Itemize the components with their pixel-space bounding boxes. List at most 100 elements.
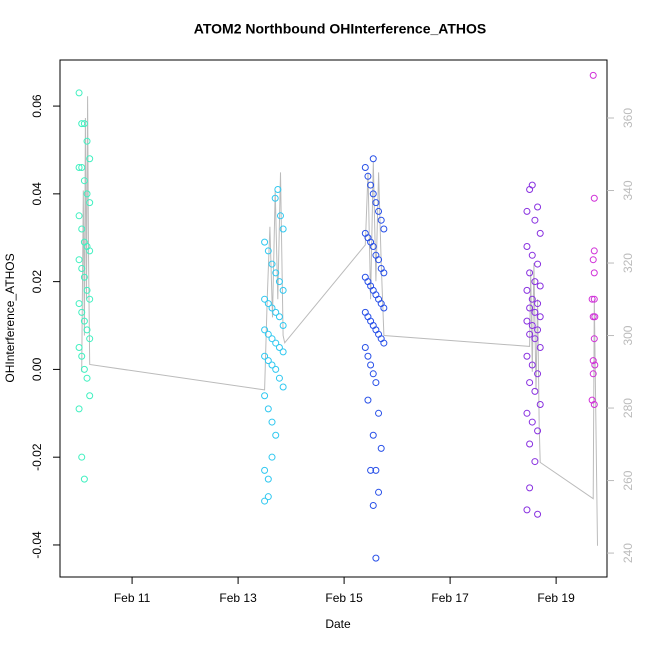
point (369, 155, 377, 163)
y2-tick-label: 340 (621, 180, 635, 200)
point (78, 453, 86, 461)
point (526, 440, 534, 448)
point (361, 273, 369, 281)
point (372, 554, 380, 562)
x-tick-label: Feb 11 (114, 591, 151, 605)
point (536, 282, 544, 290)
point (528, 181, 536, 189)
point (372, 199, 380, 207)
point (526, 185, 534, 193)
point (588, 396, 596, 404)
point (536, 401, 544, 409)
point (78, 225, 86, 233)
point (83, 137, 91, 145)
point (523, 243, 531, 251)
point (264, 247, 272, 255)
point (523, 286, 531, 294)
point (275, 313, 283, 321)
point (589, 71, 597, 79)
point (361, 308, 369, 316)
point (78, 308, 86, 316)
point (264, 475, 272, 483)
point (78, 352, 86, 360)
point (534, 326, 542, 334)
point (367, 238, 375, 246)
point (367, 317, 375, 325)
point (75, 212, 83, 220)
point (536, 343, 544, 351)
point (590, 269, 598, 277)
y-tick-label: 0.00 (30, 357, 44, 381)
point (380, 269, 388, 277)
point (536, 313, 544, 321)
point (364, 172, 372, 180)
point (380, 225, 388, 233)
point (528, 251, 536, 259)
y2-tick-label: 360 (621, 108, 635, 128)
point (264, 493, 272, 501)
point (369, 243, 377, 251)
point (526, 484, 534, 492)
point (276, 212, 284, 220)
point (264, 330, 272, 338)
point (75, 164, 83, 172)
point (261, 295, 269, 303)
point (526, 269, 534, 277)
point (279, 322, 287, 330)
y2-tick-label: 320 (621, 253, 635, 273)
point (261, 238, 269, 246)
point (589, 256, 597, 264)
point (272, 269, 280, 277)
point (526, 379, 534, 387)
point (369, 431, 377, 439)
point (75, 343, 83, 351)
point (531, 216, 539, 224)
point (272, 431, 280, 439)
point (534, 260, 542, 268)
point (86, 335, 94, 343)
point (531, 458, 539, 466)
point (590, 194, 598, 202)
point (279, 286, 287, 294)
point (375, 295, 383, 303)
point (264, 357, 272, 365)
y-tick-label: 0.06 (30, 94, 44, 118)
point (268, 418, 276, 426)
point (528, 322, 536, 330)
point (86, 199, 94, 207)
point (528, 295, 536, 303)
point (271, 194, 279, 202)
point (261, 352, 269, 360)
y-tick-label: 0.02 (30, 270, 44, 294)
point (261, 392, 269, 400)
point (86, 155, 94, 163)
point (264, 405, 272, 413)
point (75, 89, 83, 97)
point (523, 207, 531, 215)
point (83, 190, 91, 198)
point (590, 401, 598, 409)
point (590, 295, 598, 303)
y2-tick-label: 260 (621, 470, 635, 490)
y-tick-label: -0.04 (30, 531, 44, 559)
point (268, 361, 276, 369)
point (279, 383, 287, 391)
point (375, 409, 383, 417)
point (531, 335, 539, 343)
point (279, 225, 287, 233)
point (279, 348, 287, 356)
point (80, 273, 88, 281)
point (75, 300, 83, 308)
point (526, 330, 534, 338)
point (80, 317, 88, 325)
point (591, 313, 599, 321)
point (364, 313, 372, 321)
point (591, 361, 599, 369)
y2-tick-label: 280 (621, 398, 635, 418)
point (590, 247, 598, 255)
point (369, 370, 377, 378)
point (588, 295, 596, 303)
point (531, 278, 539, 286)
point (80, 365, 88, 373)
point (274, 185, 282, 193)
